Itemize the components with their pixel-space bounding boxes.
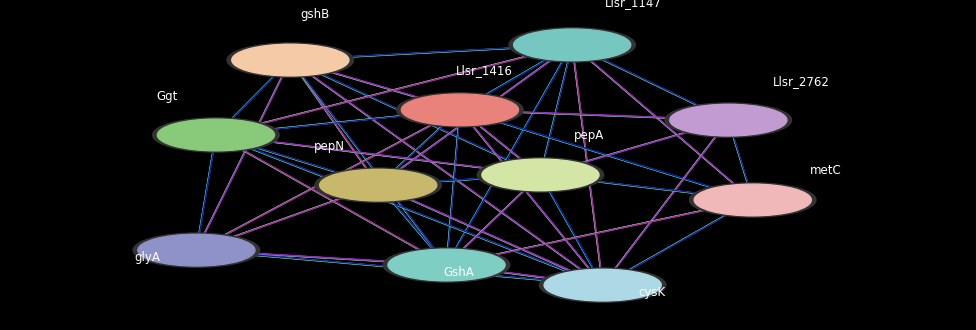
Text: gshB: gshB	[301, 8, 329, 21]
Circle shape	[482, 159, 599, 191]
Circle shape	[384, 248, 509, 282]
Circle shape	[544, 269, 662, 301]
Circle shape	[396, 93, 523, 127]
Circle shape	[232, 44, 349, 76]
Circle shape	[138, 234, 255, 266]
Circle shape	[513, 29, 630, 61]
Circle shape	[320, 169, 437, 201]
Circle shape	[152, 118, 279, 152]
Circle shape	[670, 104, 787, 136]
Circle shape	[133, 233, 260, 267]
Text: Ggt: Ggt	[156, 89, 178, 103]
Text: Llsr_1147: Llsr_1147	[605, 0, 662, 9]
Text: metC: metC	[810, 164, 842, 178]
Text: pepN: pepN	[314, 140, 345, 153]
Circle shape	[477, 158, 604, 192]
Circle shape	[157, 119, 274, 151]
Text: GshA: GshA	[443, 266, 474, 279]
Circle shape	[694, 184, 811, 216]
Circle shape	[665, 103, 792, 137]
Text: Llsr_2762: Llsr_2762	[773, 75, 830, 88]
Circle shape	[508, 28, 635, 62]
Circle shape	[540, 268, 666, 302]
Circle shape	[689, 183, 816, 217]
Circle shape	[227, 43, 353, 77]
Circle shape	[401, 94, 518, 126]
Text: cysK: cysK	[638, 286, 665, 299]
Circle shape	[388, 249, 506, 281]
Text: pepA: pepA	[574, 129, 604, 143]
Text: Llsr_1416: Llsr_1416	[456, 64, 512, 78]
Text: glyA: glyA	[135, 251, 161, 264]
Circle shape	[315, 168, 441, 202]
